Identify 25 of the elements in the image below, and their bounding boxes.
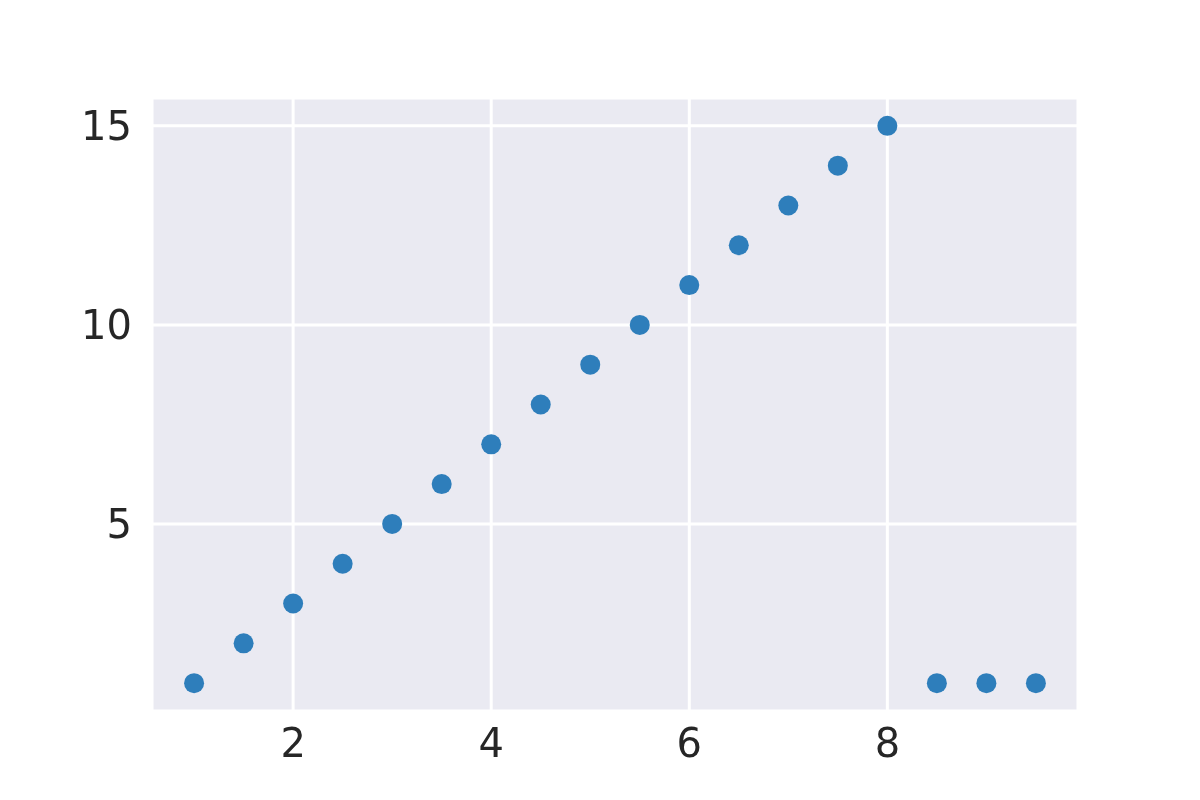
x-tick-label: 2 [280,720,306,767]
point [283,593,304,614]
y-tick-label: 10 [81,302,132,349]
point [679,275,700,296]
y-tick-label: 15 [81,103,132,150]
point [827,155,848,176]
point [976,673,997,694]
y-tick-label: 5 [106,501,132,548]
point [926,673,947,694]
point [629,314,650,335]
point [481,434,502,455]
point [530,394,551,415]
point [1025,673,1046,694]
point [184,673,205,694]
point [382,513,403,534]
point [728,235,749,256]
point [778,195,799,216]
x-tick-label: 6 [676,720,702,767]
x-tick-label: 8 [874,720,901,767]
point [233,633,254,654]
point [431,474,452,495]
x-tick-label: 4 [478,720,504,767]
point [877,115,898,136]
point [580,354,601,375]
point [332,553,353,574]
